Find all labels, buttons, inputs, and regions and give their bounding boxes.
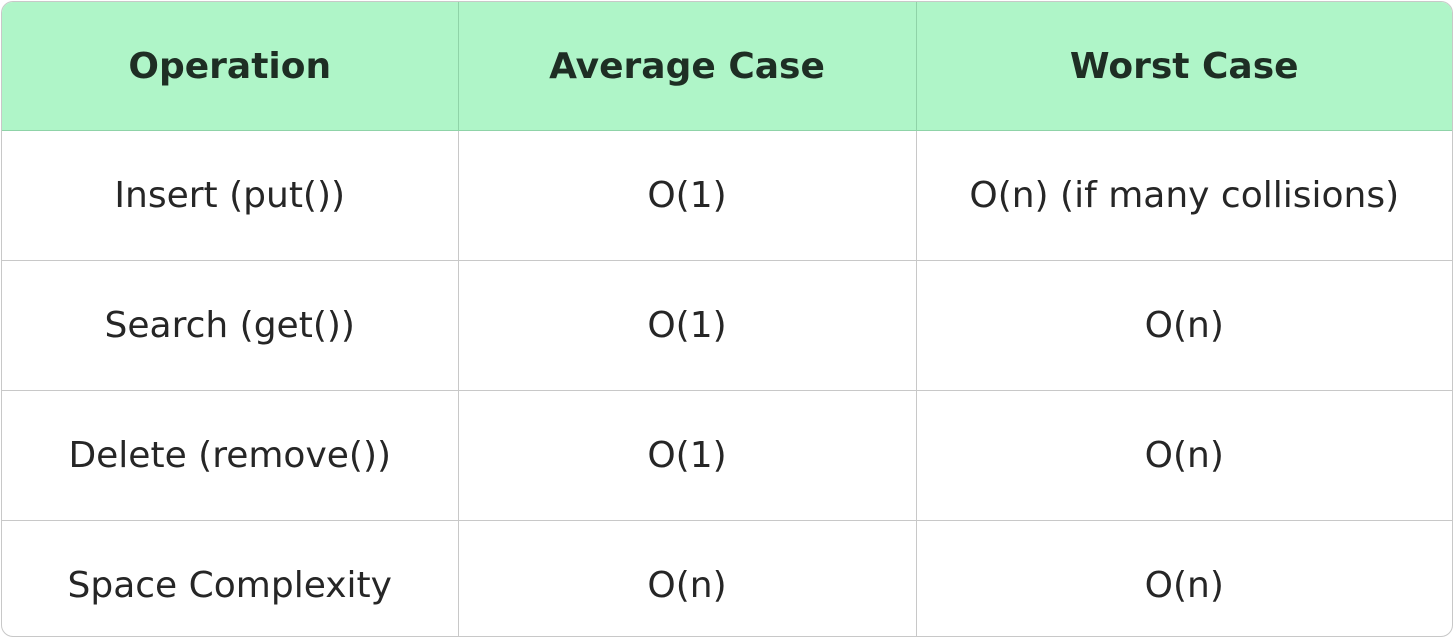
header-cell: Average Case [458, 2, 917, 131]
table-cell: O(n) [1144, 565, 1224, 606]
table-cell: O(1) [458, 130, 917, 261]
table-row: Delete (remove()) O(1) O(n) [2, 390, 1452, 521]
table-cell: O(n) (if many collisions) [916, 130, 1452, 261]
header-cell: Worst Case [916, 2, 1452, 131]
table-cell: Delete (remove()) [2, 390, 459, 521]
table-cell: O(n) [458, 520, 917, 636]
table-cell: O(1) [458, 260, 917, 391]
table-row: Space Complexity O(n) O(n) [2, 520, 1452, 636]
table-row: Insert (put()) O(1) O(n) (if many collisio… [2, 130, 1452, 261]
table-cell: Insert (put()) [2, 130, 459, 261]
table-cell: Search (get()) [2, 260, 459, 391]
header-cell: Operation [2, 2, 459, 131]
table-cell: O(n) [916, 260, 1452, 391]
table-cell: O(n) [916, 390, 1452, 521]
table-row: Search (get()) O(1) O(n) [2, 260, 1452, 391]
table-cell: Space Complexity [2, 520, 459, 636]
header-row: Operation Average Case Worst Case [2, 2, 1452, 131]
table-cell: O(1) [458, 390, 917, 521]
